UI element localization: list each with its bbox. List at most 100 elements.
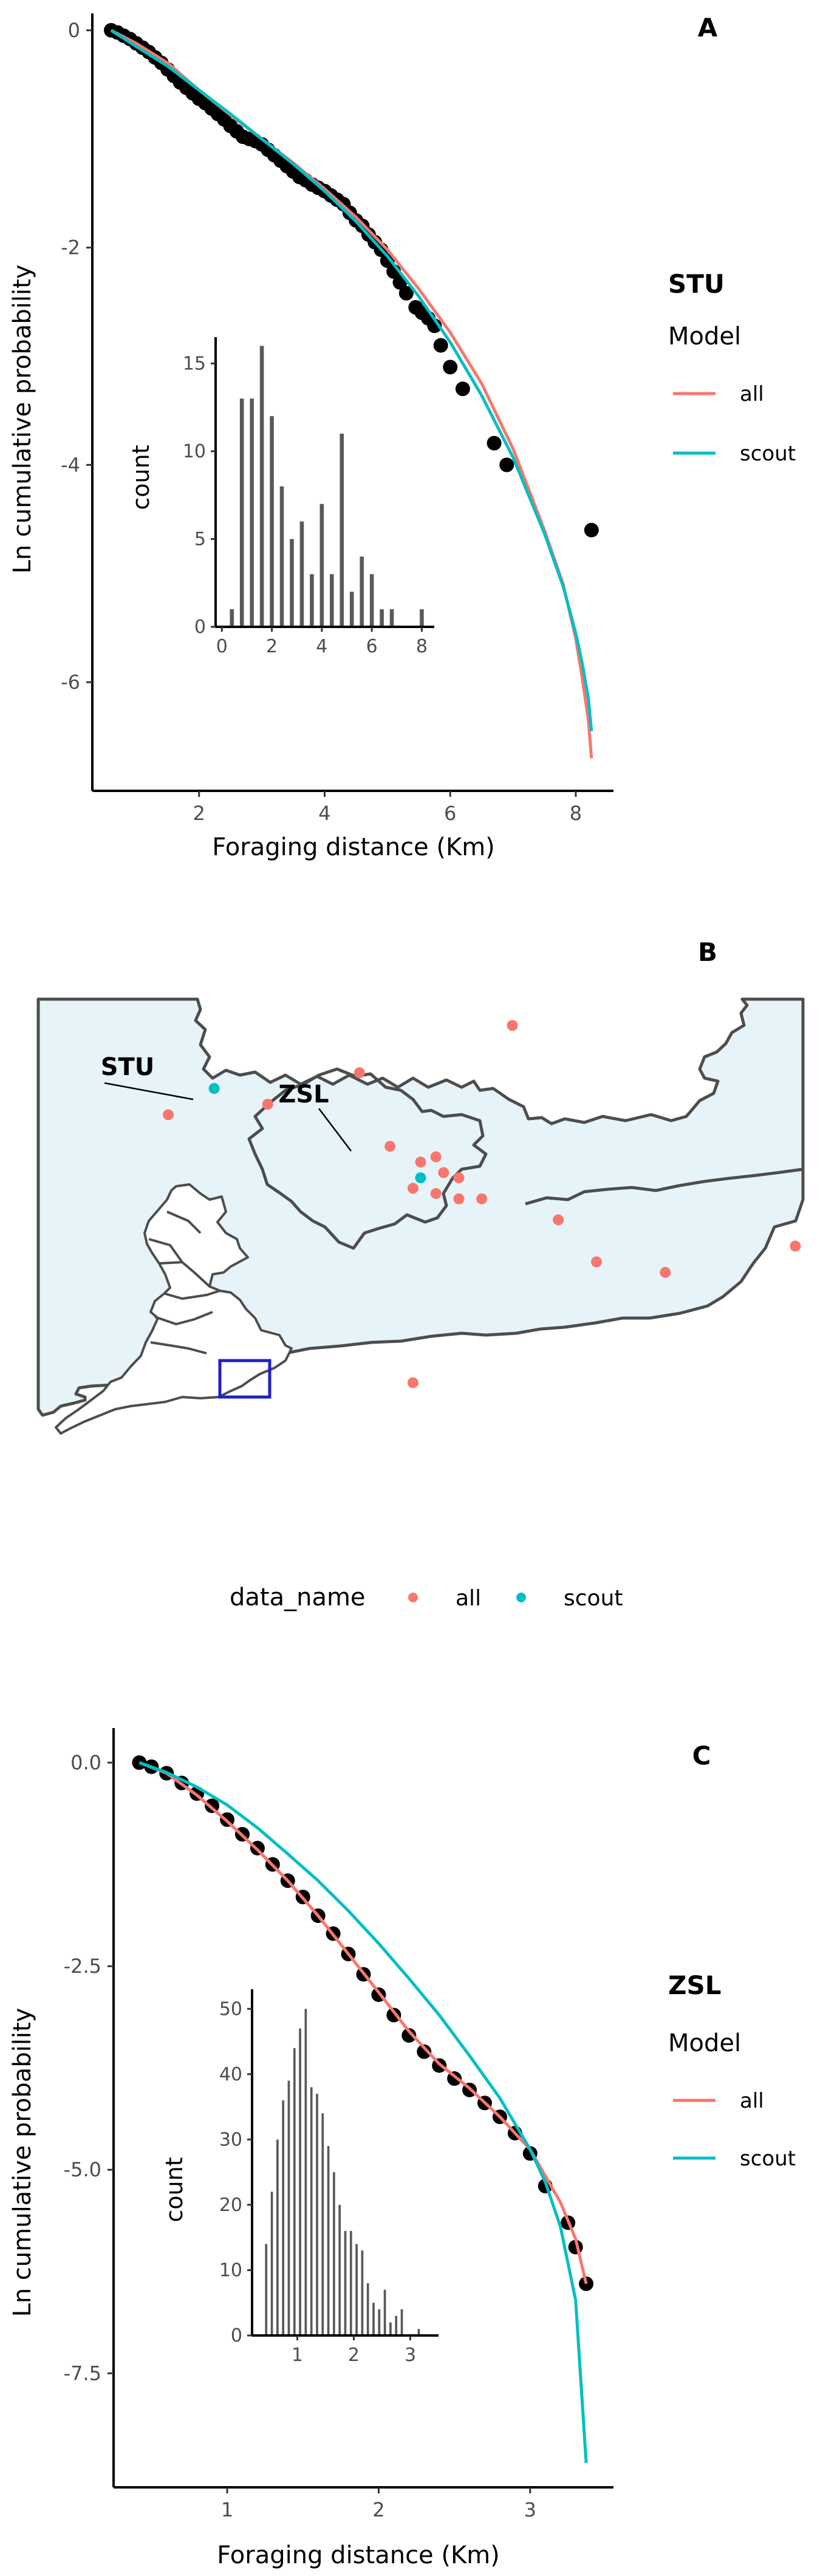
histogram-bar xyxy=(360,556,364,626)
zsl-leader-line xyxy=(318,1108,352,1152)
series-line-all xyxy=(110,29,593,759)
inset-x-tick-label: 1 xyxy=(292,2345,303,2366)
series-line-scout xyxy=(110,29,593,731)
histogram-bar xyxy=(287,2080,290,2334)
inset-y-tick-label: 40 xyxy=(219,2064,242,2085)
map-point-all xyxy=(163,1109,174,1121)
histogram-bar xyxy=(349,2230,352,2334)
map-inset-england xyxy=(55,1183,293,1435)
panel-c-legend: ZSL Model all scout xyxy=(668,1970,796,2171)
map-point-scout xyxy=(415,1172,426,1184)
panel-a-tag: A xyxy=(698,13,718,43)
inset-y-tick-label: 30 xyxy=(219,2129,242,2150)
panel-c-ylabel: Ln cumulative probability xyxy=(9,2008,36,2317)
histogram-bar xyxy=(299,2028,301,2334)
data-point xyxy=(380,253,395,268)
histogram-bar xyxy=(290,539,294,626)
x-tick-label: 8 xyxy=(570,802,582,825)
inset-y-tick-label: 5 xyxy=(194,528,206,550)
histogram-bar xyxy=(389,609,394,626)
inset-y-tick-label: 50 xyxy=(219,1998,242,2020)
data-point xyxy=(433,338,448,353)
inset-y-tick-label: 10 xyxy=(219,2260,242,2281)
panel-a-ylabel: Ln cumulative probability xyxy=(9,265,36,574)
histogram-bar xyxy=(282,2100,285,2334)
map-point-all xyxy=(384,1141,396,1152)
y-tick-label: -2 xyxy=(61,236,80,259)
histogram-bar xyxy=(316,2094,318,2334)
histogram-bar xyxy=(327,2146,330,2334)
x-tick-label: 6 xyxy=(444,802,456,825)
map-point-all xyxy=(438,1167,449,1178)
panel-b-legend-title: data_name xyxy=(230,1584,366,1611)
inset-x-tick-label: 3 xyxy=(405,2345,416,2366)
data-point xyxy=(584,522,599,538)
legend-dot-all xyxy=(408,1593,418,1602)
x-tick-label: 2 xyxy=(372,2498,384,2521)
panel-c-legend-subtitle: Model xyxy=(668,2029,741,2057)
data-point xyxy=(487,436,502,451)
histogram-bar xyxy=(270,416,274,626)
inset-y-tick-label: 20 xyxy=(219,2195,242,2216)
inset-y-tick-label: 10 xyxy=(183,441,206,462)
panel-c-tag: C xyxy=(692,1741,711,1771)
y-tick-label: -4 xyxy=(61,453,80,476)
histogram-bar xyxy=(420,609,424,626)
legend-label-all: all xyxy=(456,1586,481,1611)
data-point xyxy=(401,2028,417,2043)
histogram-bar xyxy=(250,398,254,626)
legend-label-all: all xyxy=(740,2089,764,2113)
data-point xyxy=(443,360,458,375)
map-point-all xyxy=(353,1067,365,1079)
series-line-scout xyxy=(138,1761,588,2463)
legend-label-all: all xyxy=(740,382,764,406)
y-tick-label: 0 xyxy=(68,19,80,42)
panel-a: A 2 4 6 80-2-4-6 Ln cumulative probability … xyxy=(9,13,796,861)
thames-estuary-line xyxy=(525,1167,804,1206)
map-point-all xyxy=(430,1188,442,1200)
series-line-all xyxy=(138,1761,588,2284)
panel-a-legend: STU Model all scout xyxy=(668,269,796,466)
histogram-bar xyxy=(369,574,374,626)
map-point-scout xyxy=(208,1083,220,1095)
histogram-bar xyxy=(259,346,264,626)
histogram-bar xyxy=(372,2303,375,2334)
histogram-bar xyxy=(378,2309,381,2334)
map-point-all xyxy=(553,1214,564,1226)
histogram-bar xyxy=(279,486,284,626)
stu-leader-line xyxy=(104,1082,194,1101)
map-point-all xyxy=(262,1099,273,1110)
histogram-bar xyxy=(310,2087,313,2334)
london-boundary xyxy=(247,1067,488,1250)
histogram-bar xyxy=(265,2244,268,2334)
inset-x-tick-label: 2 xyxy=(348,2345,360,2366)
panel-b: B STU ZSL data_name all scout xyxy=(36,937,805,1611)
panel-c-legend-title: ZSL xyxy=(668,1970,721,2000)
legend-label-scout: scout xyxy=(564,1586,623,1611)
map-point-all xyxy=(430,1151,442,1163)
data-point xyxy=(398,285,414,301)
x-tick-label: 1 xyxy=(221,2498,233,2521)
histogram-bar xyxy=(276,2139,279,2334)
map-point-all xyxy=(660,1266,671,1278)
map-point-all xyxy=(453,1172,465,1184)
panel-a-legend-subtitle: Model xyxy=(668,323,741,350)
histogram-bar xyxy=(344,2230,347,2334)
histogram-bar xyxy=(340,434,344,626)
legend-dot-scout xyxy=(516,1593,526,1602)
inset-x-tick-label: 8 xyxy=(416,636,428,657)
histogram-bar xyxy=(400,2309,403,2334)
y-tick-label: -6 xyxy=(61,671,80,694)
london-highlight-box xyxy=(218,1359,271,1399)
panel-c-inset-ylabel: count xyxy=(161,2157,188,2222)
x-tick-label: 2 xyxy=(193,802,205,825)
data-point xyxy=(417,2044,432,2059)
histogram-bar xyxy=(366,2283,369,2334)
map-point-all xyxy=(415,1156,426,1168)
histogram-bar xyxy=(395,2315,398,2334)
data-point xyxy=(455,381,470,397)
map-label-stu: STU xyxy=(101,1053,155,1081)
panel-a-legend-title: STU xyxy=(668,269,725,299)
